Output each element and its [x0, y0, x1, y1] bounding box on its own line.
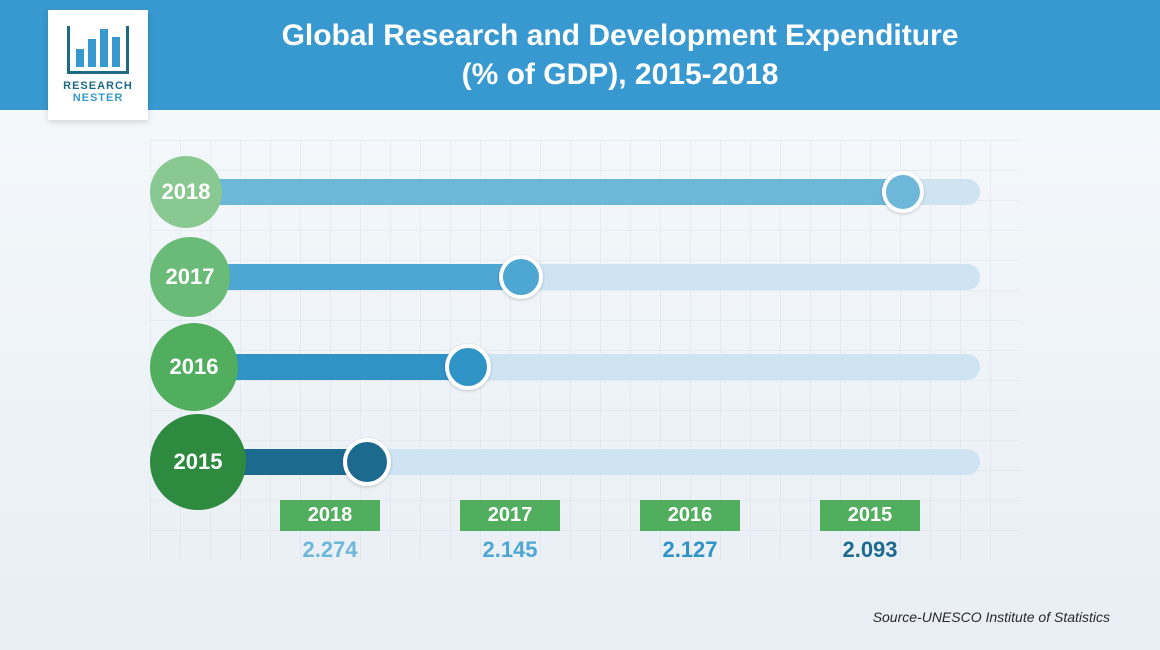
legend-value: 2.093	[820, 537, 920, 563]
chart-area: 201820172016201520182.27420172.14520162.…	[150, 140, 1020, 560]
bar-row-2018: 2018	[150, 160, 1020, 224]
bar-row-2015: 2015	[150, 430, 1020, 494]
legend-item-2015: 2015 2.093	[820, 500, 920, 563]
legend-row: 2018 2.274 2017 2.145 2016 2.127 2015 2.093	[280, 500, 920, 563]
logo-text-1: RESEARCH	[63, 80, 133, 92]
logo-text-2: NESTER	[73, 92, 124, 104]
bar-row-2017: 2017	[150, 245, 1020, 309]
year-circle-2017: 2017	[150, 237, 230, 317]
bar-knob	[445, 344, 491, 390]
legend-item-2017: 2017 2.145	[460, 500, 560, 563]
logo-bars-icon	[67, 26, 129, 74]
title-line1: Global Research and Development Expendit…	[282, 19, 959, 52]
year-circle-2018: 2018	[150, 156, 222, 228]
legend-value: 2.127	[640, 537, 740, 563]
year-circle-2015: 2015	[150, 414, 246, 510]
bar-knob	[499, 255, 543, 299]
source-text: Source-UNESCO Institute of Statistics	[873, 609, 1110, 625]
chart-title: Global Research and Development Expendit…	[0, 16, 1160, 94]
logo: RESEARCH NESTER	[48, 10, 148, 120]
legend-item-2018: 2018 2.274	[280, 500, 380, 563]
bar-knob	[343, 438, 391, 486]
bar-knob	[882, 171, 924, 213]
legend-item-2016: 2016 2.127	[640, 500, 740, 563]
header-band: Global Research and Development Expendit…	[0, 0, 1160, 110]
legend-year: 2016	[640, 500, 740, 531]
title-line2: (% of GDP), 2015-2018	[462, 58, 779, 91]
legend-year: 2017	[460, 500, 560, 531]
legend-year: 2015	[820, 500, 920, 531]
legend-value: 2.145	[460, 537, 560, 563]
legend-value: 2.274	[280, 537, 380, 563]
bar-fill	[190, 264, 521, 290]
legend-year: 2018	[280, 500, 380, 531]
bar-fill	[190, 179, 903, 205]
year-circle-2016: 2016	[150, 323, 238, 411]
bar-row-2016: 2016	[150, 335, 1020, 399]
